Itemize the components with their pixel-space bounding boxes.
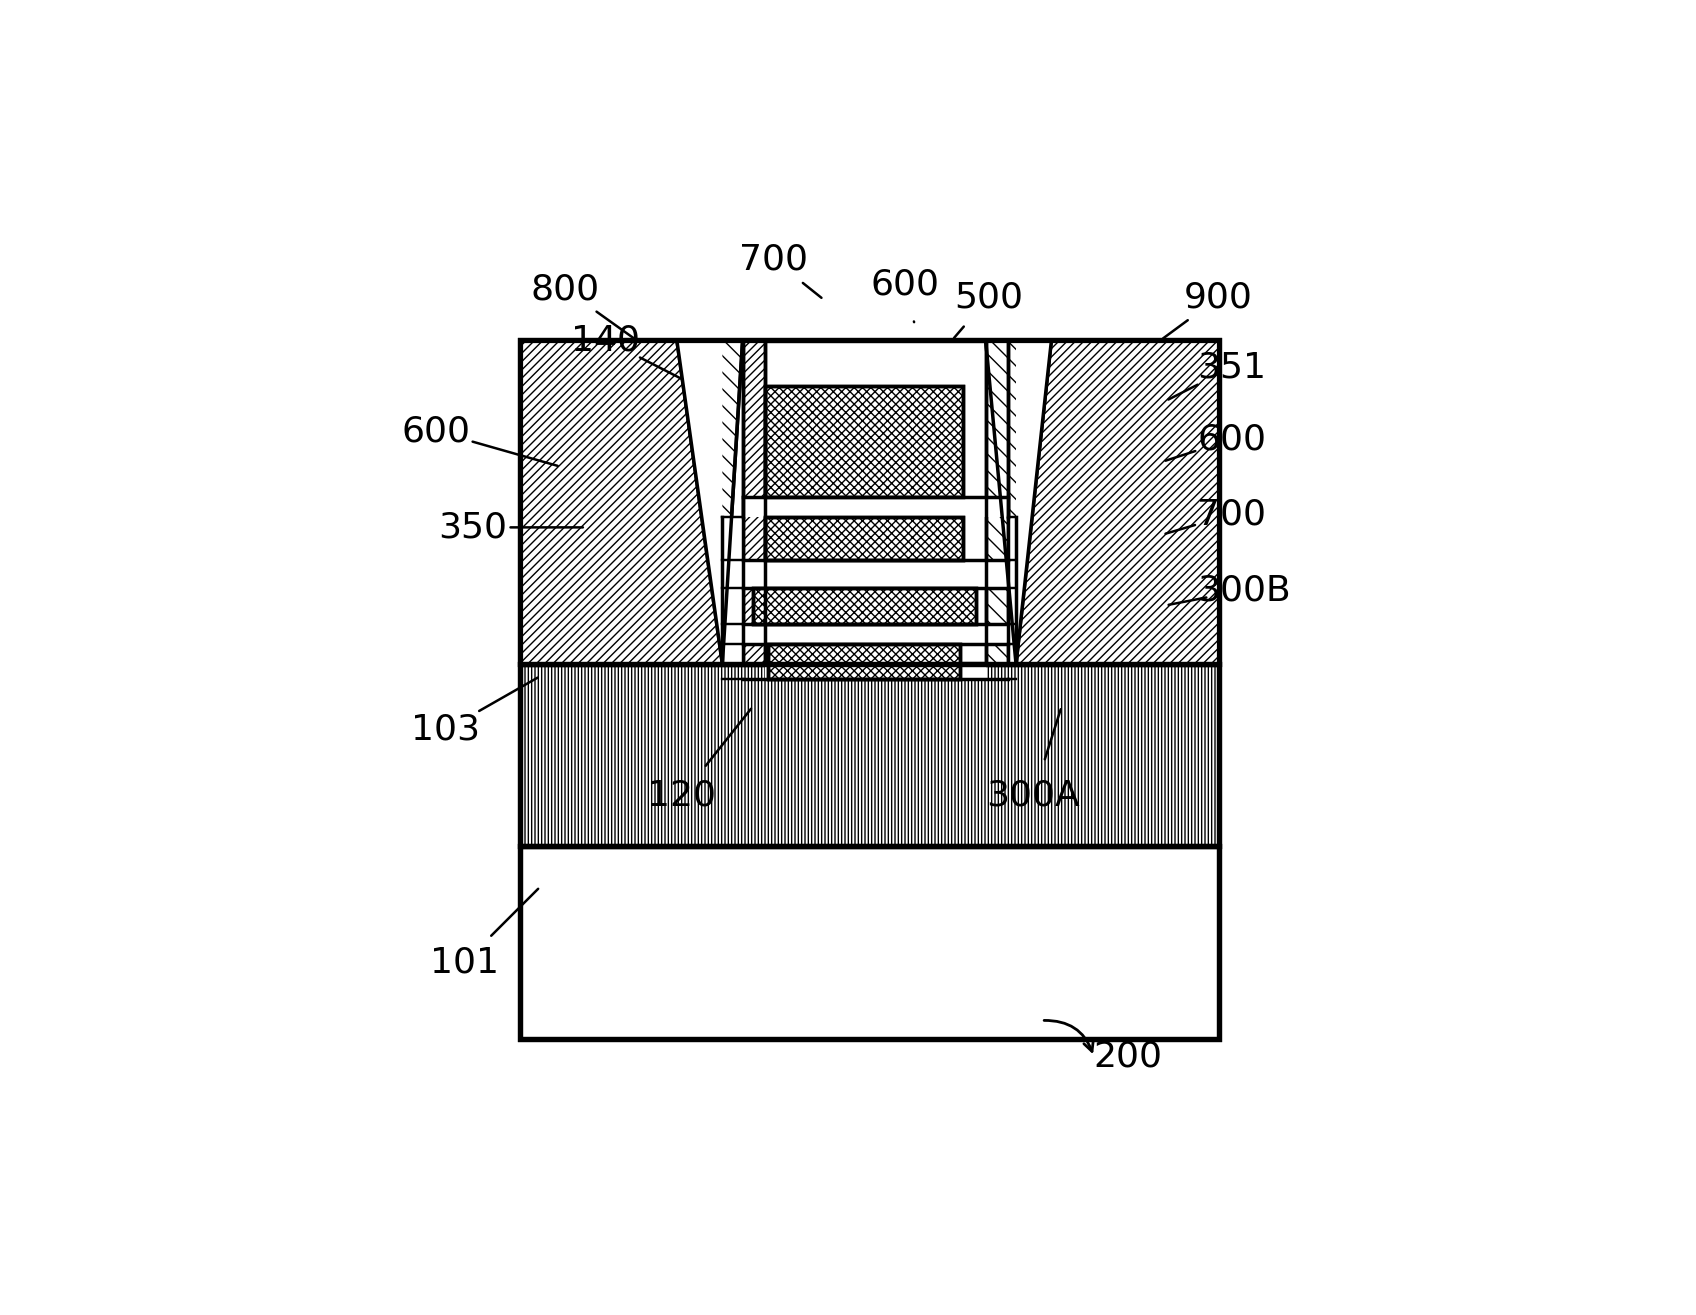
Bar bbox=[985, 341, 1007, 664]
Bar bbox=[985, 341, 1007, 664]
Polygon shape bbox=[677, 341, 722, 664]
Bar bbox=[743, 341, 765, 664]
Polygon shape bbox=[985, 341, 1052, 664]
Text: 200: 200 bbox=[1092, 1040, 1162, 1074]
Bar bbox=[765, 385, 963, 497]
Text: 101: 101 bbox=[429, 945, 499, 980]
Text: 140: 140 bbox=[572, 323, 641, 358]
Bar bbox=[768, 644, 960, 680]
Bar bbox=[743, 560, 1007, 588]
Bar bbox=[1016, 341, 1218, 664]
Bar bbox=[753, 588, 975, 623]
Text: 300B: 300B bbox=[1197, 573, 1291, 608]
Text: 351: 351 bbox=[1197, 350, 1267, 384]
Text: 600: 600 bbox=[1197, 422, 1267, 456]
Polygon shape bbox=[1016, 341, 1052, 664]
Bar bbox=[722, 517, 743, 664]
Bar bbox=[765, 664, 985, 680]
Text: 800: 800 bbox=[531, 272, 600, 306]
Bar bbox=[521, 664, 1218, 847]
Bar bbox=[743, 341, 765, 664]
Text: 700: 700 bbox=[738, 242, 807, 276]
Bar bbox=[743, 623, 1007, 644]
Bar bbox=[765, 385, 963, 497]
Text: 700: 700 bbox=[1197, 497, 1267, 531]
Text: 120: 120 bbox=[648, 778, 716, 813]
Text: 900: 900 bbox=[1184, 280, 1253, 314]
Bar bbox=[765, 517, 963, 560]
Bar bbox=[768, 644, 960, 680]
Bar bbox=[743, 497, 1007, 517]
Text: 500: 500 bbox=[955, 280, 1023, 314]
Text: 103: 103 bbox=[412, 713, 480, 747]
Bar bbox=[1007, 517, 1016, 664]
Bar bbox=[521, 341, 1218, 664]
Polygon shape bbox=[677, 341, 743, 664]
FancyArrowPatch shape bbox=[1045, 1020, 1094, 1052]
Bar bbox=[521, 847, 1218, 1039]
Text: 600: 600 bbox=[402, 414, 470, 448]
Text: 300A: 300A bbox=[987, 778, 1080, 813]
Bar bbox=[521, 341, 1218, 664]
Text: 350: 350 bbox=[438, 510, 507, 544]
Bar bbox=[765, 517, 963, 560]
Bar bbox=[521, 847, 1218, 1039]
Text: 600: 600 bbox=[870, 267, 940, 301]
Bar bbox=[521, 664, 1218, 847]
Bar bbox=[521, 341, 722, 664]
Bar bbox=[753, 588, 975, 623]
